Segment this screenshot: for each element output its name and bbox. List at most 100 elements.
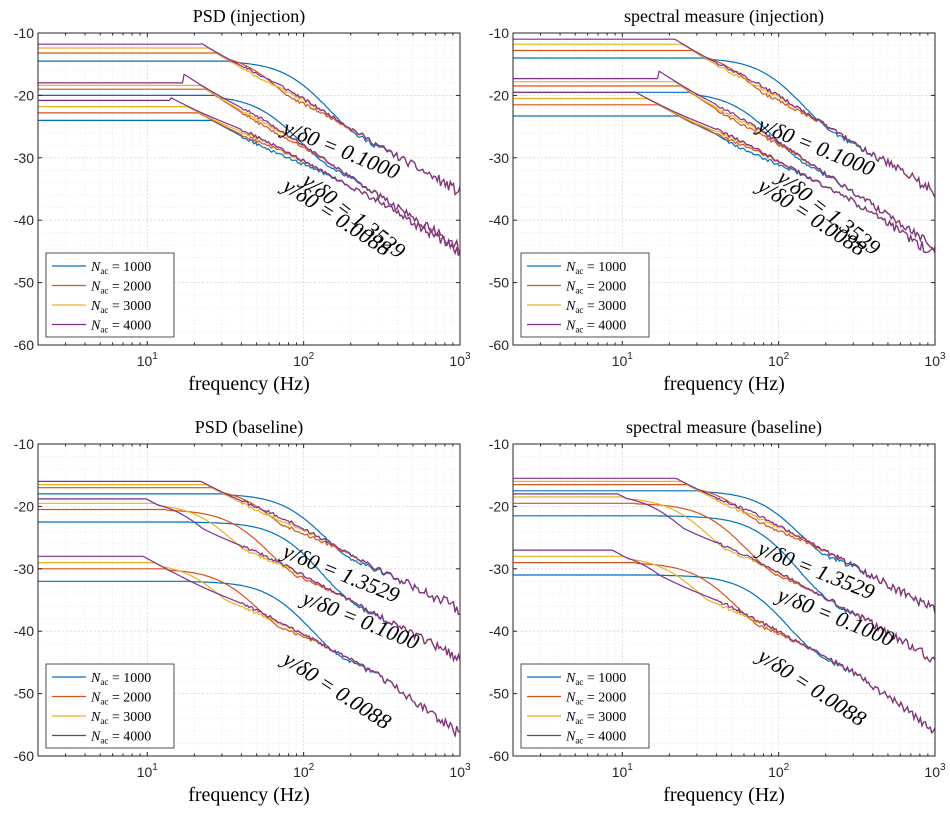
x-axis-label: frequency (Hz) bbox=[188, 373, 310, 395]
legend-label: Nac = 2000 bbox=[565, 280, 626, 296]
series-line-4000 bbox=[38, 480, 460, 616]
chart-title: spectral measure (baseline) bbox=[626, 417, 822, 438]
y-tick-label: -30 bbox=[14, 150, 34, 166]
series-line-1000 bbox=[38, 60, 460, 196]
legend-label: Nac = 4000 bbox=[90, 730, 151, 746]
series-line-4000 bbox=[513, 493, 935, 663]
plot-frame bbox=[512, 443, 936, 757]
series-line-4000 bbox=[513, 549, 935, 734]
legend-box bbox=[520, 252, 650, 338]
plot-frame bbox=[37, 32, 461, 346]
legend: Nac = 1000 Nac = 2000 Nac = 3000 Nac = 4000 bbox=[45, 663, 175, 749]
series-line-4000 bbox=[513, 91, 935, 254]
legend-label: Nac = 4000 bbox=[90, 319, 151, 335]
y-tick-label: -40 bbox=[14, 623, 34, 639]
legend-label: Nac = 1000 bbox=[565, 260, 626, 276]
x-tick-label: 103 bbox=[924, 762, 946, 780]
series-line-4000 bbox=[38, 498, 460, 663]
series-line-1000 bbox=[38, 493, 460, 616]
chart-svg: spectral measure (injection)y/δ0 = 0.100… bbox=[489, 6, 946, 395]
legend-box bbox=[45, 252, 175, 338]
chart-title: PSD (injection) bbox=[193, 6, 306, 27]
curves bbox=[513, 38, 935, 254]
y-tick-label: -50 bbox=[14, 275, 34, 291]
y-tick-label: -20 bbox=[14, 498, 34, 514]
legend-label: Nac = 3000 bbox=[565, 710, 626, 726]
chart-svg: spectral measure (baseline)y/δ0 = 1.3529… bbox=[489, 417, 946, 806]
legend-label: Nac = 2000 bbox=[90, 691, 151, 707]
series-line-4000 bbox=[38, 73, 460, 252]
curves bbox=[38, 480, 460, 738]
series-line-4000 bbox=[38, 555, 460, 738]
chart-panel-psd-baseline: PSD (baseline) y/δ0 = 1.3529 y/δ0 = 0.1000… bbox=[0, 411, 475, 821]
y-tick-label: -40 bbox=[489, 212, 509, 228]
chart-title: spectral measure (injection) bbox=[624, 6, 824, 27]
chart-panel-spectral-baseline: spectral measure (baseline) y/δ0 = 1.3529… bbox=[475, 411, 950, 821]
y-tick-label: -20 bbox=[14, 87, 34, 103]
legend: Nac = 1000 Nac = 2000 Nac = 3000 Nac = 4000 bbox=[520, 663, 650, 749]
legend-label: Nac = 3000 bbox=[565, 299, 626, 315]
y-tick-label: -10 bbox=[14, 25, 34, 41]
legend-label: Nac = 2000 bbox=[90, 280, 151, 296]
x-tick-label: 102 bbox=[768, 351, 790, 369]
legend: Nac = 1000 Nac = 2000 Nac = 3000 Nac = 4000 bbox=[520, 252, 650, 338]
series-line-4000 bbox=[513, 477, 935, 614]
x-tick-label: 103 bbox=[449, 351, 471, 369]
series-line-4000 bbox=[513, 38, 935, 198]
legend-label: Nac = 2000 bbox=[565, 691, 626, 707]
x-tick-label: 101 bbox=[137, 762, 159, 780]
x-axis-label: frequency (Hz) bbox=[188, 784, 310, 806]
x-axis-label: frequency (Hz) bbox=[663, 373, 785, 395]
series-line-3000 bbox=[513, 43, 935, 198]
x-tick-label: 102 bbox=[293, 351, 315, 369]
y-tick-label: -60 bbox=[14, 748, 34, 764]
curves bbox=[513, 477, 935, 734]
legend-label: Nac = 1000 bbox=[90, 260, 151, 276]
series-line-4000 bbox=[38, 96, 460, 256]
series-line-4000 bbox=[513, 70, 935, 251]
legend: Nac = 1000 Nac = 2000 Nac = 3000 Nac = 4000 bbox=[45, 252, 175, 338]
legend-label: Nac = 3000 bbox=[90, 299, 151, 315]
x-tick-label: 101 bbox=[137, 351, 159, 369]
y-tick-label: -30 bbox=[489, 150, 509, 166]
y-tick-label: -60 bbox=[489, 337, 509, 353]
y-tick-label: -10 bbox=[14, 436, 34, 452]
legend-box bbox=[520, 663, 650, 749]
y-tick-label: -10 bbox=[489, 436, 509, 452]
y-tick-label: -40 bbox=[14, 212, 34, 228]
chart-title: PSD (baseline) bbox=[195, 417, 303, 438]
curves bbox=[38, 43, 460, 256]
x-tick-label: 103 bbox=[924, 351, 946, 369]
y-tick-label: -50 bbox=[14, 686, 34, 702]
series-line-2000 bbox=[513, 49, 935, 198]
plot-frame bbox=[37, 443, 461, 757]
legend-label: Nac = 4000 bbox=[565, 319, 626, 335]
y-tick-label: -30 bbox=[489, 561, 509, 577]
legend-label: Nac = 1000 bbox=[90, 671, 151, 687]
y-tick-label: -40 bbox=[489, 623, 509, 639]
y-tick-label: -30 bbox=[14, 561, 34, 577]
x-tick-label: 102 bbox=[293, 762, 315, 780]
series-line-4000 bbox=[38, 43, 460, 196]
legend-label: Nac = 4000 bbox=[565, 730, 626, 746]
x-tick-label: 101 bbox=[612, 762, 634, 780]
x-tick-label: 101 bbox=[612, 351, 634, 369]
legend-label: Nac = 3000 bbox=[90, 710, 151, 726]
y-tick-label: -50 bbox=[489, 275, 509, 291]
y-tick-label: -50 bbox=[489, 686, 509, 702]
legend-label: Nac = 1000 bbox=[565, 671, 626, 687]
x-tick-label: 102 bbox=[768, 762, 790, 780]
y-tick-label: -60 bbox=[14, 337, 34, 353]
x-tick-label: 103 bbox=[449, 762, 471, 780]
y-tick-label: -60 bbox=[489, 748, 509, 764]
plot-frame bbox=[512, 32, 936, 346]
y-tick-label: -20 bbox=[489, 87, 509, 103]
y-tick-label: -10 bbox=[489, 25, 509, 41]
chart-panel-psd-injection: PSD (injection) y/δ0 = 0.1000 y/δ0 = 1.352… bbox=[0, 0, 475, 410]
x-axis-label: frequency (Hz) bbox=[663, 784, 785, 806]
legend-box bbox=[45, 663, 175, 749]
chart-panel-spectral-injection: spectral measure (injection) y/δ0 = 0.100… bbox=[475, 0, 950, 410]
y-tick-label: -20 bbox=[489, 498, 509, 514]
